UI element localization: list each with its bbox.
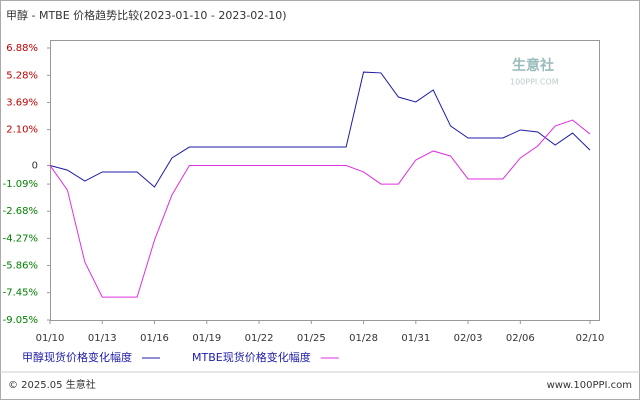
- x-tick-label: 01/22: [245, 333, 274, 344]
- footer-copyright: © 2025.05 生意社: [8, 378, 96, 391]
- x-tick-label: 02/06: [506, 333, 535, 344]
- y-tick-label: 3.69%: [6, 97, 38, 108]
- x-tick-label: 01/16: [140, 333, 169, 344]
- watermark-sub: 100PPI.COM: [510, 78, 559, 87]
- legend-label: MTBE现货价格变化幅度: [192, 350, 311, 364]
- y-tick-label: 2.10%: [6, 125, 38, 136]
- footer-site: www.100PPI.com: [547, 380, 632, 391]
- x-tick-label: 01/31: [401, 333, 430, 344]
- x-tick-label: 01/19: [192, 333, 221, 344]
- series-line: [49, 119, 591, 298]
- x-tick-label: 01/25: [297, 333, 326, 344]
- x-tick-label: 02/03: [454, 333, 483, 344]
- y-tick-label: -2.68%: [3, 206, 38, 217]
- x-tick-label: 01/13: [88, 333, 117, 344]
- y-tick-label: -5.86%: [3, 261, 38, 272]
- y-tick-label: -7.45%: [3, 288, 38, 299]
- chart-title: 甲醇 - MTBE 价格趋势比较(2023-01-10 - 2023-02-10…: [6, 8, 287, 22]
- y-tick-label: 6.88%: [6, 43, 38, 54]
- legend-label: 甲醇现货价格变化幅度: [22, 350, 132, 364]
- series-line: [49, 71, 591, 188]
- x-tick-label: 02/10: [576, 333, 605, 344]
- y-tick-label: -1.09%: [3, 179, 38, 190]
- y-tick-label: 0: [32, 160, 38, 171]
- watermark: 生意社: [512, 57, 554, 74]
- x-tick-label: 01/28: [349, 333, 378, 344]
- y-tick-label: 5.28%: [6, 70, 38, 81]
- x-tick-label: 01/10: [36, 333, 65, 344]
- y-tick-label: -4.27%: [3, 233, 38, 244]
- plot-frame: [50, 40, 600, 321]
- y-tick-label: -9.05%: [3, 315, 38, 326]
